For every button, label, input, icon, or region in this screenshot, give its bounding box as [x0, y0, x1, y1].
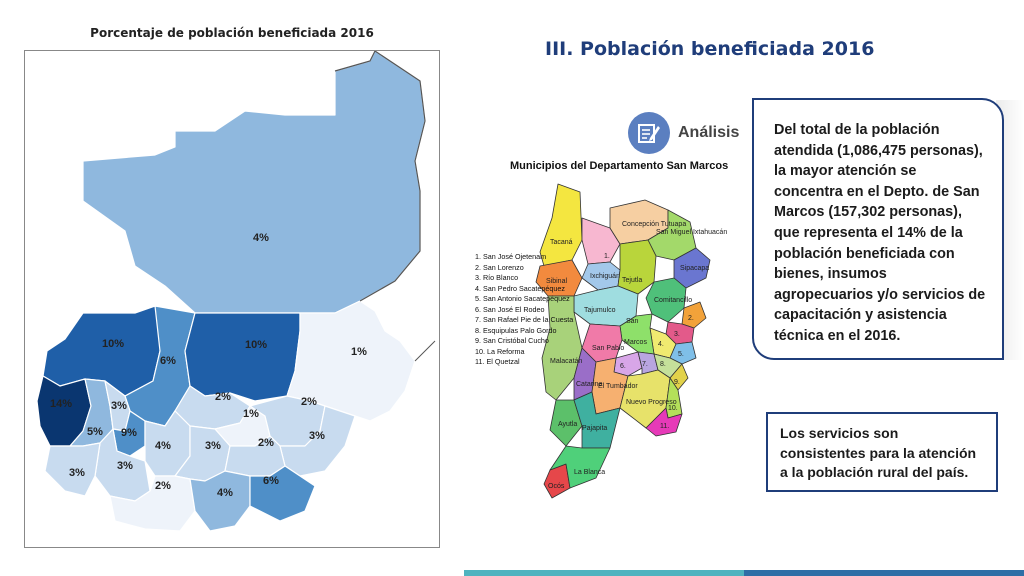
muni-ocos [543, 463, 571, 499]
muni-2 [681, 301, 707, 329]
legend-item: 9. San Cristóbal Cucho [475, 336, 549, 345]
muni-num-3: 3. [674, 331, 680, 338]
legend-item: 11. El Quetzal [475, 357, 520, 366]
label-escuintla: 2% [155, 480, 171, 492]
region-izabal [286, 300, 416, 422]
muni-sanmiguel [647, 209, 697, 261]
muni-ayutla [549, 399, 583, 447]
municipios-legend: 1. San José Ojetenam 2. San Lorenzo 3. R… [475, 252, 573, 368]
region-peten [82, 51, 426, 314]
legend-item: 7. San Rafael Pie de la Cuesta [475, 315, 574, 324]
bay-outline [414, 340, 436, 362]
label-quiche: 6% [160, 355, 176, 367]
slide-title: III. Población beneficiada 2016 [545, 38, 875, 60]
muni-num-7: 7. [642, 361, 648, 368]
muni-pajapita [573, 391, 621, 449]
label-zacapa: 2% [301, 396, 317, 408]
muni-label-sanmiguel: San Miguel Ixtahuacán [656, 229, 727, 236]
muni-label-malacatan: Malacatán [550, 358, 582, 365]
muni-san [619, 313, 655, 355]
label-altaverapaz: 10% [245, 339, 267, 351]
legend-item: 5. San Antonio Sacatepéquez [475, 294, 570, 303]
muni-num-1: 1. [604, 253, 610, 260]
muni-num-11: 11. [660, 423, 669, 430]
muni-label-ayutla: Ayutla [558, 421, 577, 428]
muni-6 [613, 351, 643, 377]
region-altaverapaz [184, 312, 301, 402]
muni-num-9: 9. [674, 379, 680, 386]
notepad-pencil-icon [628, 112, 670, 154]
muni-label-nuevoprogreso: Nuevo Progreso [626, 399, 677, 406]
muni-malacatan [541, 295, 583, 401]
legend-item: 10. La Reforma [475, 346, 525, 356]
label-izabal: 1% [351, 346, 367, 358]
muni-label-lablanca: La Blanca [574, 469, 605, 476]
legend-item: 1. San José Ojetenam [475, 252, 547, 261]
muni-label-pajapita: Pajapita [582, 425, 607, 432]
muni-label-tajumulco: Tajumulco [584, 307, 616, 314]
muni-label-catarina: Catarina [576, 381, 603, 388]
label-sanmarcos: 14% [50, 398, 72, 410]
muni-comitancillo [645, 277, 687, 323]
muni-label-comitancillo: Comitancillo [654, 297, 692, 304]
region-suchitepequez [94, 428, 151, 502]
analysis-badge: Análisis [628, 112, 740, 154]
label-chimaltenango: 4% [155, 440, 171, 452]
muni-label-sanpablo: San Pablo [592, 345, 624, 352]
label-guatemala: 3% [205, 440, 221, 452]
guatemala-map-panel: Porcentaje de población beneficiada 2016 [22, 22, 442, 550]
muni-num-8: 8. [660, 361, 666, 368]
legend-item: 4. San Pedro Sacatepéquez [475, 283, 565, 293]
muni-11 [645, 407, 683, 437]
region-santarosa [189, 470, 251, 532]
legend-item: 2. San Lorenzo [475, 262, 524, 272]
label-peten: 4% [253, 232, 269, 244]
footer-stripe [464, 570, 1024, 576]
region-retalhuleu [44, 442, 101, 497]
label-solola: 9% [121, 427, 137, 439]
label-bajaverapaz: 2% [215, 391, 231, 403]
note-textbox: Los servicios son consistentes para la a… [766, 412, 998, 492]
label-elprogreso: 1% [243, 408, 259, 420]
muni-label-ocos: Ocós [548, 483, 565, 490]
label-jutiapa: 6% [263, 475, 279, 487]
label-jalapa: 2% [258, 437, 274, 449]
label-chiquimula: 3% [309, 430, 325, 442]
label-suchitepequez: 3% [117, 460, 133, 472]
analysis-textbox: Del total de la población atendida (1,08… [752, 98, 1004, 360]
label-huehue: 10% [102, 338, 124, 350]
muni-5 [669, 341, 697, 365]
label-retalhuleu: 3% [69, 467, 85, 479]
legend-item: 8. Esquipulas Palo Gordo [475, 325, 557, 335]
guatemala-map: 4% 10% 6% 10% 1% 14% 5% 3% 9% 2% 1% 2% 3… [36, 51, 436, 532]
muni-num-6: 6. [620, 363, 626, 370]
region-jutiapa [249, 465, 316, 522]
muni-label-sipacapa: Sipacapa [680, 265, 709, 272]
label-quetzaltenango: 5% [87, 426, 103, 438]
muni-lablanca [549, 445, 611, 489]
legend-item: 3. Río Blanco [475, 273, 519, 282]
muni-label-tacana: Tacaná [550, 239, 573, 246]
muni-label-eltumbador: El Tumbador [598, 383, 638, 390]
map-frame: 4% 10% 6% 10% 1% 14% 5% 3% 9% 2% 1% 2% 3… [24, 50, 440, 548]
muni-num-10: 10. [668, 405, 678, 412]
muni-label-tectitan: Ixchiguán [590, 273, 620, 280]
muni-label-concepcion: Concepción Tutuapa [622, 221, 686, 228]
muni-tejutla [617, 239, 657, 295]
legend-item: 6. San José El Rodeo [475, 304, 545, 314]
analysis-label: Análisis [678, 124, 740, 141]
muni-label-tejutla: Tejutla [622, 277, 642, 284]
muni-num-4: 4. [658, 341, 664, 348]
label-totonicapan: 3% [111, 400, 127, 412]
muni-num-5: 5. [678, 351, 684, 358]
municipios-title: Municipios del Departamento San Marcos [510, 160, 729, 172]
muni-label-marcos: Marcos [624, 339, 647, 346]
label-santarosa: 4% [217, 487, 233, 499]
coast-outline [334, 51, 426, 302]
muni-num-2: 2. [688, 315, 694, 322]
municipios-map: Tacaná Concepción Tutuapa San Miguel Ixt… [535, 183, 727, 499]
map-title: Porcentaje de población beneficiada 2016 [90, 26, 374, 40]
muni-label-san: San [626, 318, 639, 325]
muni-label-sibinal: Sibinal [546, 278, 567, 285]
